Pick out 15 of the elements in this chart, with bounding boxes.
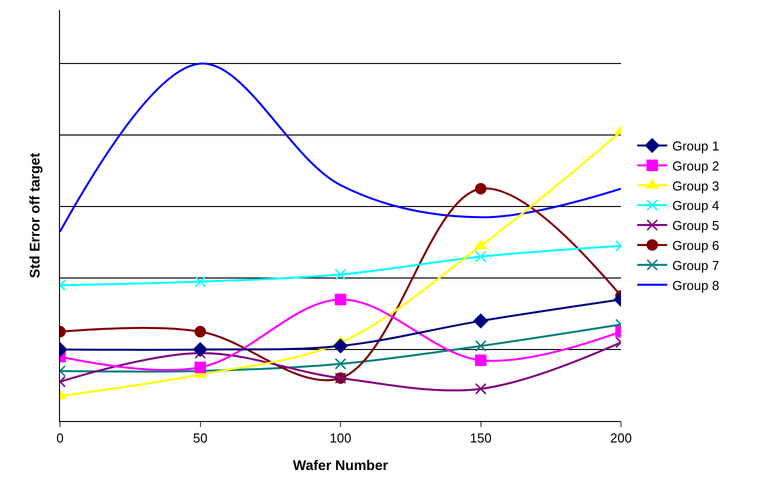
y-axis-title: Std Error off target xyxy=(26,152,43,278)
x-tick-label: 150 xyxy=(470,430,492,446)
x-tick-label: 0 xyxy=(56,430,64,446)
x-tick-label: 100 xyxy=(330,430,352,446)
legend-label: Group 8 xyxy=(672,278,720,293)
x-axis-title: Wafer Number xyxy=(292,456,389,473)
legend-label: Group 4 xyxy=(672,198,720,214)
legend-label: Group 1 xyxy=(672,138,720,154)
legend-label: Group 2 xyxy=(672,158,720,174)
x-tick-label: 50 xyxy=(193,430,208,446)
legend-label: Group 3 xyxy=(672,178,720,194)
x-tick-label: 200 xyxy=(610,430,632,446)
legend-label: Group 7 xyxy=(672,258,720,273)
legend-label: Group 6 xyxy=(672,238,720,254)
legend-label: Group 5 xyxy=(672,218,720,234)
